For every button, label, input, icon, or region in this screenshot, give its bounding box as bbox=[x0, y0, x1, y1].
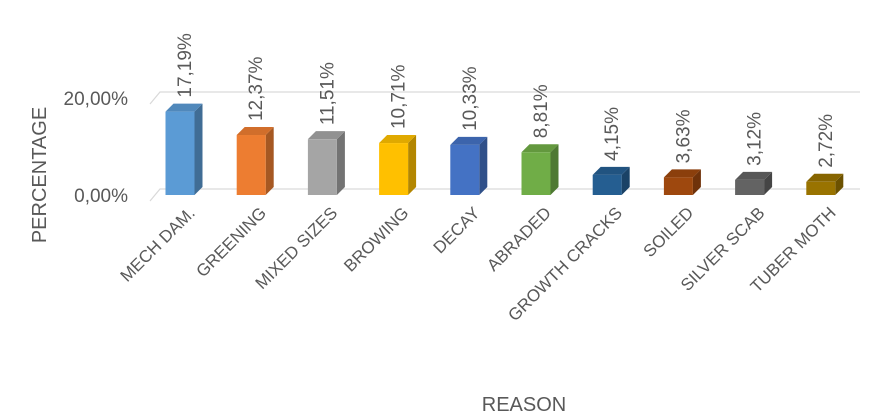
data-label: 8,81% bbox=[531, 84, 552, 138]
data-label: 17,19% bbox=[175, 33, 196, 98]
data-label: 12,37% bbox=[246, 56, 267, 121]
bar bbox=[307, 131, 345, 195]
bar bbox=[521, 144, 559, 195]
x-tick-label: SOILED bbox=[640, 203, 698, 261]
bar bbox=[236, 127, 274, 195]
bar bbox=[450, 136, 488, 195]
x-tick-label: GREENING bbox=[192, 203, 270, 281]
x-tick-label: BROWING bbox=[340, 203, 412, 275]
bar bbox=[735, 171, 773, 195]
gridline bbox=[149, 91, 860, 105]
bar bbox=[806, 173, 844, 195]
x-tick-label: MECH DAM. bbox=[117, 203, 199, 285]
data-label: 10,71% bbox=[389, 65, 410, 130]
x-tick-label: DECAY bbox=[430, 203, 484, 257]
data-label: 3,12% bbox=[745, 112, 766, 166]
data-label: 4,15% bbox=[602, 107, 623, 161]
y-axis-title: PERCENTAGE bbox=[29, 107, 51, 243]
bar bbox=[379, 135, 417, 195]
x-axis-title: REASON bbox=[482, 394, 566, 416]
bars bbox=[165, 103, 844, 195]
data-label: 2,72% bbox=[816, 114, 837, 168]
data-label: 10,33% bbox=[460, 66, 481, 131]
data-label: 3,63% bbox=[673, 109, 694, 163]
bar bbox=[592, 166, 630, 195]
data-labels: 17,19% 12,37% 11,51% 10,71% 10,33% 8,81% 4,15%… bbox=[175, 33, 837, 168]
y-axis-ticks: 0,00% 20,00% bbox=[64, 89, 129, 207]
x-tick-label: ABRADED bbox=[483, 203, 555, 275]
data-label: 11,51% bbox=[317, 62, 338, 125]
bar bbox=[165, 103, 203, 195]
y-tick-label: 0,00% bbox=[74, 186, 128, 207]
y-tick-label: 20,00% bbox=[64, 89, 129, 110]
bar bbox=[663, 169, 701, 195]
